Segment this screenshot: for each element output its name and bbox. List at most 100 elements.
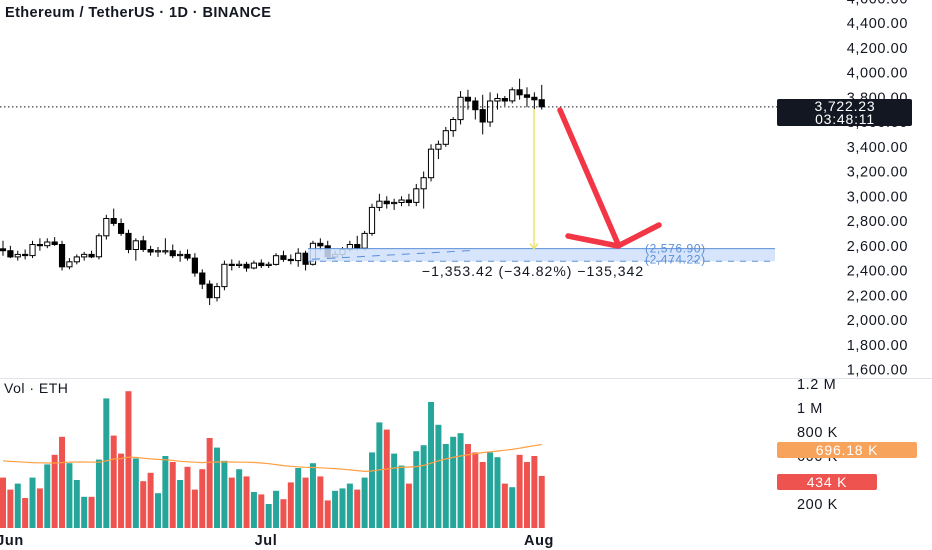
price-axis[interactable]: 4,600.004,400.004,200.004,000.003,800.00… [847,0,908,379]
candle [7,245,14,259]
volume-bar [154,493,161,528]
volume-bar [14,483,21,528]
candle [191,253,198,277]
current-price-label: 3,722.23 [815,98,876,114]
volume-bar [287,482,294,528]
candle-body [132,240,139,251]
candle-body [140,240,147,251]
target-zone-diagonal [311,250,471,260]
candle [383,196,390,209]
volume-bar [369,452,375,528]
volume-bar [332,490,339,528]
volume-bar [457,433,464,528]
volume-bar [243,476,250,528]
candle [405,193,412,207]
projection-arrow-shaft [557,107,621,247]
candle [435,140,442,160]
candle-body [169,250,176,257]
volume-bar [376,422,383,528]
candle-body [117,223,125,234]
candle-body [228,263,235,266]
volume-pane [0,391,545,528]
volume-bar [221,460,228,528]
candle-body [523,94,531,98]
volume-bar [169,462,176,528]
price-tick-label: 4,000.00 [847,66,908,82]
candle [413,183,420,207]
candle [58,240,66,271]
volume-bar [81,496,88,528]
candle [125,229,132,254]
candle-body [191,257,198,274]
volume-bar [354,489,361,528]
candle-body [250,262,258,269]
candle [162,238,169,255]
candle [132,238,139,261]
candle-body [7,250,14,258]
volume-bar [295,468,302,528]
price-tick-label: 2,800.00 [847,214,908,230]
volume-bar [309,463,316,528]
volume-tick-label: 800 K [797,425,838,441]
measure-arrowhead [529,243,539,250]
last-volume-badge: 434 K [777,474,877,490]
candle [464,89,472,110]
candle [221,260,228,291]
volume-bar [29,477,36,528]
candle [368,203,376,236]
candle-body [272,255,280,265]
candle [442,126,449,147]
candle-body [125,232,132,250]
volume-bar [509,487,516,528]
volume-bar [501,483,508,528]
price-tick-label: 3,400.00 [847,140,908,156]
volume-bar [487,452,494,528]
volume-bar [199,469,206,528]
candle [184,249,191,261]
volume-bar [147,472,154,528]
time-tick-label: Jul [255,533,278,549]
candle [206,280,213,306]
candle-body [464,96,472,102]
volume-bar [66,463,73,528]
time-tick-label: Jun [0,533,24,549]
candle-body [14,253,21,258]
candle [81,251,88,261]
candle [73,254,80,265]
volume-bar [184,466,191,528]
volume-bar [302,477,309,528]
candle-body [258,262,265,267]
volume-bar [177,480,184,528]
candle-body [479,109,486,123]
candle [36,238,43,251]
candle [117,218,125,236]
candle-body [368,206,376,234]
candle [287,254,294,265]
volume-tick-label: 1.2 M [797,377,836,393]
candle-body [29,244,36,257]
target-zone[interactable] [308,248,775,262]
candle-body [516,89,523,96]
candle [103,214,110,240]
candle [213,282,221,302]
volume-bar [523,462,530,528]
price-tick-label: 4,200.00 [847,41,908,57]
candle-body [295,252,302,262]
candle [479,94,486,135]
candle-body [361,232,368,249]
time-tick-label: Aug [524,533,554,549]
candle-body [236,263,243,266]
volume-bar [110,435,117,528]
candle-body [110,218,117,224]
volume-bar [413,451,420,528]
volume-bar [398,465,405,528]
volume-bar [250,492,257,528]
time-axis[interactable]: Jun Jul Aug [0,533,554,549]
candle-body [265,263,272,266]
candle-body [472,100,479,111]
candle-body [147,249,154,253]
price-tick-label: 3,200.00 [847,165,908,181]
candle-body [88,253,95,258]
candle-body [398,199,405,203]
